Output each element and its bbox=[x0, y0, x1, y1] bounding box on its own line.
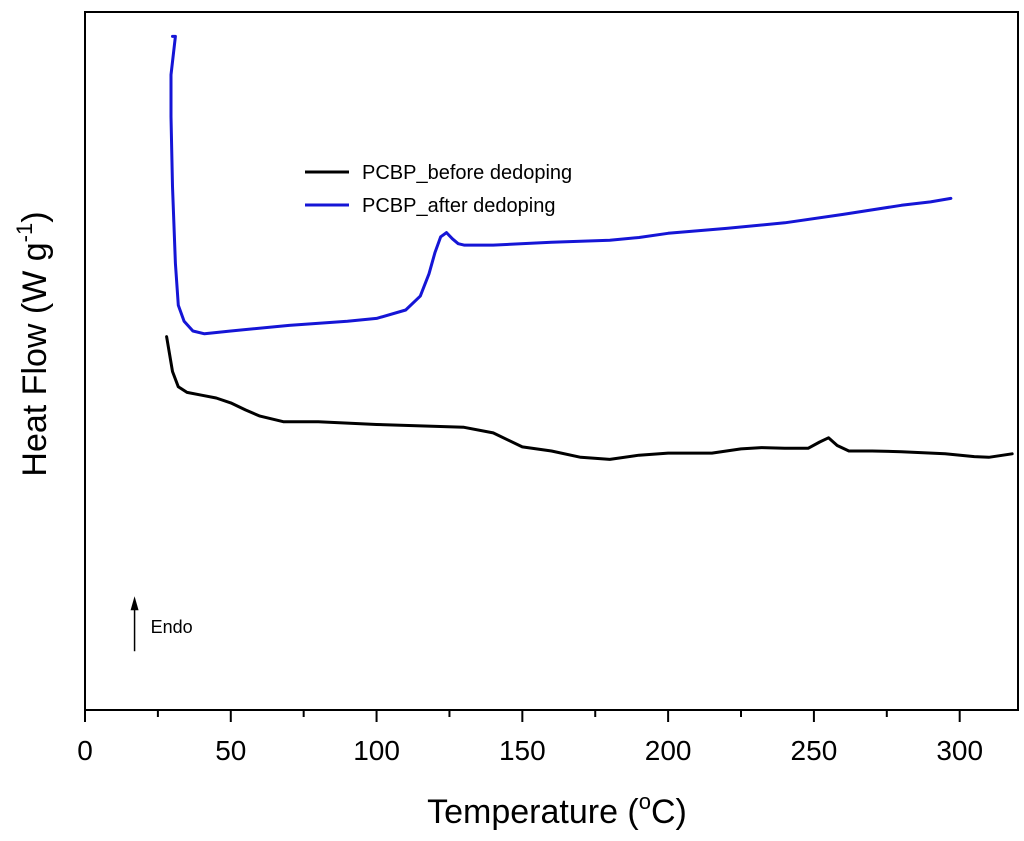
legend: PCBP_before dedoping PCBP_after dedoping bbox=[305, 162, 572, 217]
plot-frame bbox=[84, 11, 1019, 711]
x-tick-label: 250 bbox=[791, 735, 838, 766]
x-tick-label: 50 bbox=[215, 735, 246, 766]
series-layer bbox=[165, 34, 1014, 461]
x-axis-label-superscript: o bbox=[639, 789, 651, 814]
x-tick-label: 0 bbox=[77, 735, 93, 766]
series-line-2 bbox=[169, 34, 953, 336]
endo-annotation: Endo bbox=[130, 596, 193, 652]
legend-label-1: PCBP_before dedoping bbox=[362, 162, 572, 184]
x-tick-label: 200 bbox=[645, 735, 692, 766]
x-tick-label: 300 bbox=[936, 735, 983, 766]
plot-border bbox=[84, 11, 1019, 711]
endo-arrow-head bbox=[130, 596, 139, 611]
x-tick-label: 150 bbox=[499, 735, 546, 766]
y-axis-label: Heat Flow (W g-1) bbox=[12, 211, 54, 476]
legend-label-2: PCBP_after dedoping bbox=[362, 195, 555, 217]
x-tick-label: 100 bbox=[353, 735, 400, 766]
series-line-1 bbox=[165, 335, 1014, 461]
x-axis-label: Temperature (oC) bbox=[427, 789, 687, 831]
x-axis-ticks: 0 50 100 150 200 250 300 bbox=[77, 710, 983, 766]
endo-label: Endo bbox=[151, 617, 193, 637]
y-axis-label-superscript: -1 bbox=[12, 223, 37, 243]
